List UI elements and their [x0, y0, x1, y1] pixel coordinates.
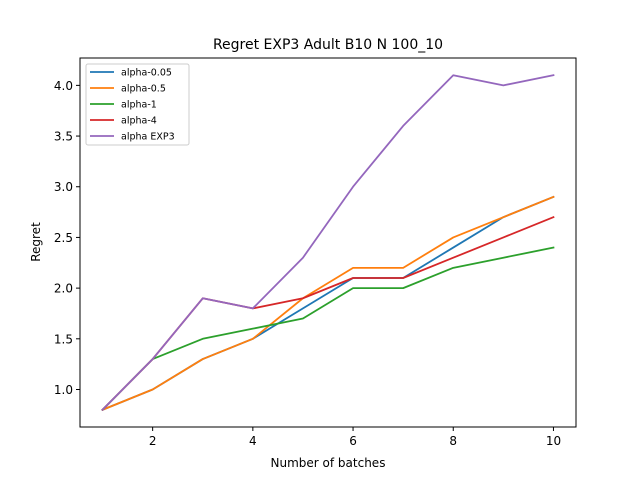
- x-tick-label: 10: [546, 434, 561, 448]
- y-axis: 1.0 1.5 2.0 2.5 3.0 3.5 4.0: [54, 79, 80, 397]
- legend-label-3: alpha-4: [121, 116, 157, 127]
- x-tick-label: 8: [449, 434, 457, 448]
- x-tick-label: 6: [349, 434, 357, 448]
- series-line-2: [101, 246, 555, 412]
- series-line-1: [101, 195, 555, 411]
- y-tick-label: 2.0: [54, 282, 73, 296]
- x-tick-label: 2: [149, 434, 157, 448]
- x-axis-label: Number of batches: [271, 456, 386, 470]
- legend: alpha-0.05 alpha-0.5 alpha-1 alpha-4 alpha E…: [85, 63, 190, 146]
- legend-label-4: alpha EXP3: [121, 132, 175, 143]
- legend-label-0: alpha-0.05: [121, 68, 172, 79]
- y-tick-label: 3.0: [54, 180, 73, 194]
- x-axis: 2 4 6 8 10: [149, 427, 561, 448]
- legend-box: [85, 63, 190, 146]
- y-tick-label: 1.5: [54, 332, 73, 346]
- plot-area-frame: [79, 57, 577, 428]
- y-tick-label: 3.5: [54, 130, 73, 144]
- series-layer: [101, 74, 555, 412]
- series-line-4: [101, 74, 555, 412]
- y-tick-label: 1.0: [54, 383, 73, 397]
- y-axis-label: Regret: [29, 222, 43, 262]
- legend-label-1: alpha-0.5: [121, 84, 166, 95]
- chart-title: Regret EXP3 Adult B10 N 100_10: [213, 37, 443, 53]
- y-tick-label: 4.0: [54, 79, 73, 93]
- legend-label-2: alpha-1: [121, 100, 157, 111]
- x-tick-label: 4: [249, 434, 257, 448]
- y-tick-label: 2.5: [54, 231, 73, 245]
